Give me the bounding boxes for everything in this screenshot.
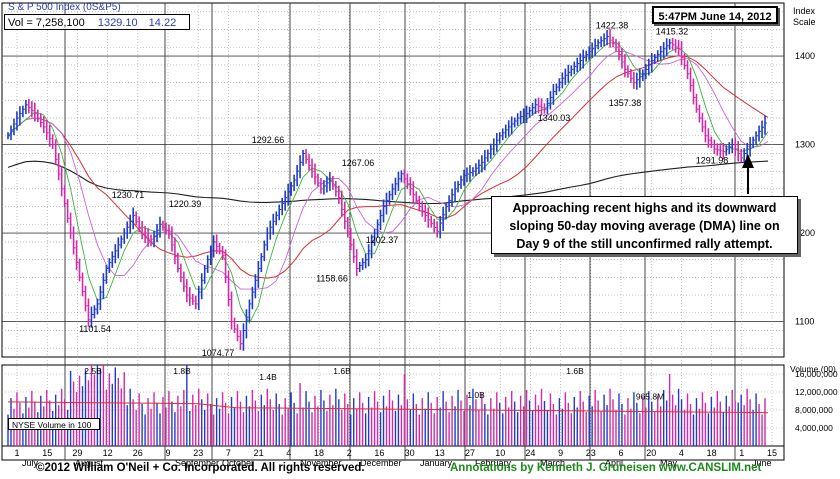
volume-annotation: 965.8M	[636, 392, 664, 402]
x-tick-label: 1	[739, 448, 744, 458]
month-label: March	[540, 458, 565, 468]
y-tick-label: 1100	[795, 317, 814, 327]
month-label: April	[605, 458, 623, 468]
month-label: November	[300, 458, 342, 468]
x-tick-label: 18	[707, 448, 717, 458]
ma200-line	[7, 160, 769, 205]
volume-annotation: 1.0B	[467, 390, 485, 400]
month-label: August	[75, 458, 104, 468]
annotation-box: Approaching recent highs and its downwar…	[491, 196, 798, 254]
volume-tick-label: 12,000,000	[795, 387, 838, 397]
x-tick-label: 1	[14, 448, 19, 458]
x-tick-label: 26	[133, 448, 143, 458]
price-annotation: 1291.98	[696, 156, 729, 166]
price-annotation: 1101.54	[79, 324, 111, 334]
price-annotation: 1230.71	[112, 190, 145, 200]
x-tick-label: 29	[72, 448, 82, 458]
annotations-credit: Annotations by Kenneth J. Gruneisen www.…	[450, 462, 762, 474]
volume-annotation: 2.5B	[84, 366, 102, 376]
volume-annotation: 1.8B	[173, 366, 191, 376]
month-label: July	[22, 458, 39, 468]
volume-tick-label: 4,000,000	[795, 423, 833, 433]
month-label: October	[222, 458, 254, 468]
y-axis-label: Scale	[793, 17, 816, 27]
y-tick-label: 1200	[795, 228, 815, 238]
x-tick-label: 7	[226, 448, 231, 458]
volume-annotation: 1.4B	[259, 372, 277, 382]
close-value: 1329.10	[97, 17, 138, 29]
x-tick-label: 15	[42, 448, 52, 458]
price-annotation: 1340.03	[538, 113, 571, 123]
volume-tick-label: 16,000,000	[795, 369, 838, 379]
price-annotation: 1292.66	[252, 135, 285, 145]
x-tick-label: 2	[347, 448, 352, 458]
copyright: ©2012 William O'Neil + Co. Incorporated.…	[36, 462, 365, 474]
price-annotation: 1357.38	[609, 98, 642, 108]
x-tick-label: 6	[618, 448, 623, 458]
x-tick-label: 9	[165, 448, 170, 458]
price-annotation: 1202.37	[366, 235, 399, 245]
month-label: February	[475, 458, 512, 468]
volume-avg-line	[7, 401, 769, 414]
volume-annotation: 1.6B	[333, 366, 351, 376]
annotation-line: sloping 50-day moving average (DMA) line…	[509, 219, 780, 233]
month-label: December	[360, 458, 402, 468]
pointer-arrow-head	[742, 154, 754, 168]
x-tick-label: 4	[286, 448, 291, 458]
volume-annotation: 1.6B	[566, 366, 584, 376]
price-annotation: 1158.66	[316, 274, 348, 284]
volume-axis-label: Volume (00)	[790, 364, 836, 374]
annotation-line: Approaching recent highs and its downwar…	[512, 201, 777, 215]
month-label: May	[660, 458, 678, 468]
y-axis-label: Index	[793, 6, 816, 16]
y-tick-label: 1400	[795, 51, 815, 61]
chart-title: S & P 500 Index (0S&P5)	[8, 2, 121, 13]
x-tick-label: 16	[374, 448, 384, 458]
month-label: September	[175, 458, 219, 468]
price-annotation: 1074.77	[202, 348, 235, 358]
price-annotation: 1220.39	[169, 199, 202, 209]
volume-value: Vol = 7,258,100	[8, 17, 85, 29]
x-tick-label: 20	[646, 448, 656, 458]
x-tick-label: 13	[435, 448, 445, 458]
x-tick-label: 18	[314, 448, 324, 458]
x-tick-label: 15	[767, 448, 777, 458]
volume-tick-label: 8,000,000	[795, 405, 833, 415]
x-tick-label: 4	[679, 448, 684, 458]
x-tick-label: 10	[495, 448, 505, 458]
price-annotation: 1267.06	[342, 158, 375, 168]
x-tick-label: 9	[558, 448, 563, 458]
x-tick-label: 24	[525, 448, 535, 458]
volume-readout: Vol = 7,258,100 1329.10 14.22	[4, 14, 190, 30]
month-label: June	[752, 458, 772, 468]
ma10-line	[7, 41, 769, 325]
ma21-line	[7, 50, 769, 290]
ma50-line	[7, 55, 769, 279]
month-label: January	[420, 458, 453, 468]
x-tick-label: 27	[465, 448, 475, 458]
timestamp: 5:47PM June 14, 2012	[652, 6, 778, 24]
y-tick-label: 1300	[795, 140, 815, 150]
x-tick-label: 23	[586, 448, 596, 458]
change-value: 14.22	[148, 17, 177, 29]
x-tick-label: 30	[405, 448, 415, 458]
x-tick-label: 12	[103, 448, 113, 458]
x-tick-label: 23	[193, 448, 203, 458]
x-tick-label: 21	[254, 448, 264, 458]
volume-legend: NYSE Volume in 100	[8, 418, 100, 430]
annotation-line: Day 9 of the still unconfirmed rally att…	[516, 237, 773, 251]
price-annotation: 1415.32	[656, 27, 689, 37]
price-annotation: 1422.38	[596, 20, 629, 30]
